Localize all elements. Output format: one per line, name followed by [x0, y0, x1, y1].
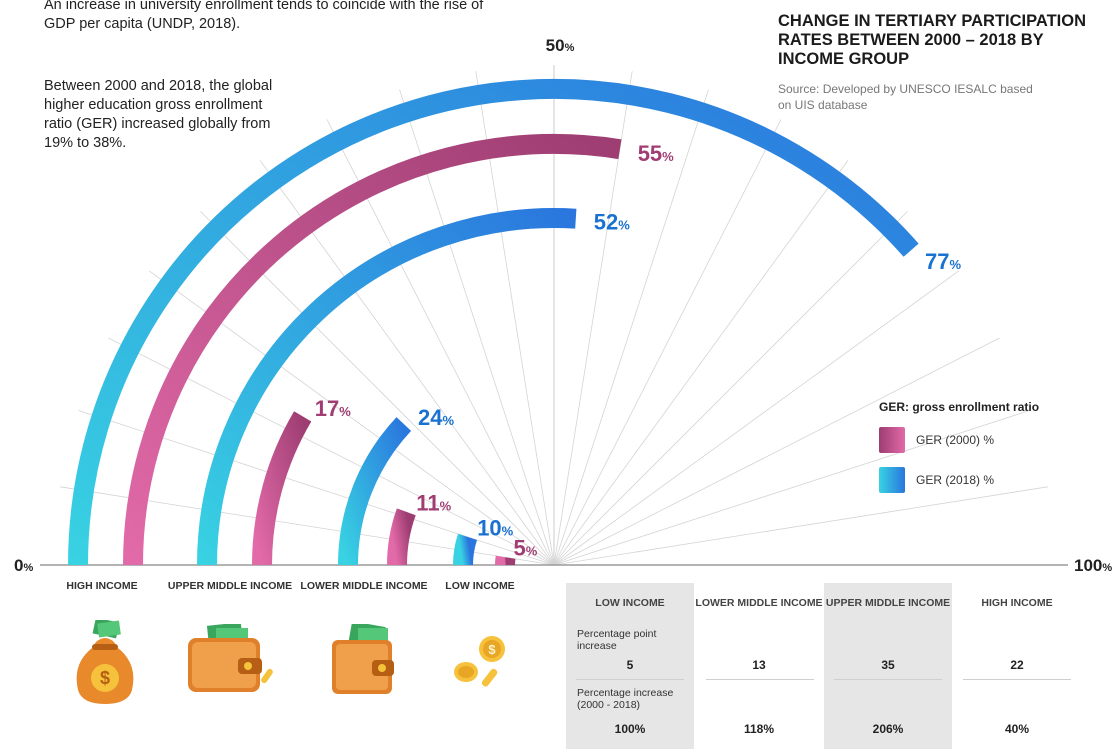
- grid-spoke: [553, 337, 1000, 566]
- value-label-2000-2: 11%: [416, 491, 451, 516]
- value-label-2000-0: 55%: [638, 141, 674, 166]
- chart-source: Source: Developed by UNESCO IESALC based…: [778, 82, 1033, 112]
- table-cell: 118%: [743, 722, 775, 736]
- table-cell: 40%: [1004, 722, 1030, 736]
- table-divider: [576, 679, 684, 680]
- coins-icon: $: [454, 636, 505, 687]
- legend-swatch-2018: [879, 467, 905, 493]
- wallet-icon: [188, 624, 273, 692]
- money-bag-icon: $: [76, 620, 134, 704]
- table-cell: 100%: [614, 722, 646, 736]
- arc-2018-1: [197, 208, 577, 566]
- table-cell: 22: [1010, 658, 1024, 672]
- svg-text:$: $: [488, 642, 496, 657]
- table-divider: [706, 679, 814, 680]
- value-label-2000-1: 17%: [315, 396, 351, 421]
- value-label-2018-0: 77%: [925, 249, 961, 274]
- legend-swatch-2000: [879, 427, 905, 453]
- value-label-2018-3: 10%: [477, 516, 513, 541]
- table-divider: [834, 679, 942, 680]
- table-column-bg-low-income: [566, 583, 694, 749]
- arc-2018-0: [68, 78, 919, 566]
- table-divider: [963, 679, 1071, 680]
- arc-2000-2: [387, 508, 416, 566]
- arc-2000-3: [494, 555, 516, 566]
- table-header-low-income: Low income: [595, 597, 665, 609]
- value-label-2018-2: 24%: [418, 405, 454, 430]
- table-cell: 35: [881, 658, 895, 672]
- value-label-2018-1: 52%: [594, 209, 630, 234]
- group-label-high-income: High income: [66, 580, 138, 592]
- grid-spoke: [553, 119, 782, 566]
- legend: GER: gross enrollment ratio GER (2000) %…: [879, 400, 1079, 506]
- legend-label-2000: GER (2000) %: [916, 433, 995, 447]
- grid-spoke: [553, 89, 709, 566]
- legend-item-2018: GER (2018) %: [879, 466, 1079, 494]
- axis-label-min: 0%: [14, 556, 33, 575]
- table-cell: 5: [626, 658, 634, 672]
- intro-text-ger: Between 2000 and 2018, the global higher…: [44, 78, 273, 151]
- table-row-label-point-increase: Percentage point increase: [577, 628, 657, 652]
- grid-spoke: [553, 160, 849, 566]
- table-column-bg-upper-middle-income: [824, 583, 952, 749]
- grid-spoke: [553, 211, 908, 566]
- group-label-upper-middle-income: Upper middle income: [167, 580, 293, 592]
- arc-2000-0: [123, 134, 622, 566]
- legend-title: GER: gross enrollment ratio: [879, 400, 1040, 414]
- wallet-icon: [332, 624, 394, 694]
- intro-text-gdp: An increase in university enrollment ten…: [44, 0, 484, 32]
- chart-title: Change in tertiary participation rates b…: [778, 12, 1087, 68]
- value-label-2000-3: 5%: [514, 536, 538, 561]
- arc-2000-1: [252, 411, 312, 566]
- grid-spoke: [553, 486, 1048, 566]
- legend-item-2000: GER (2000) %: [879, 426, 1079, 454]
- table-header-high-income: High income: [981, 597, 1053, 609]
- increase-table: Low income Lower middle income Upper mid…: [566, 583, 1082, 749]
- table-header-lower-middle-income: Lower middle income: [695, 597, 823, 609]
- axis-label-max: 100%: [1074, 556, 1112, 575]
- grid-spoke: [553, 410, 1030, 566]
- group-label-low-income: Low income: [445, 580, 515, 592]
- table-row-label-percentage-increase: Percentage increase (2000 - 2018): [577, 687, 674, 711]
- axis-label-mid: 50%: [546, 36, 575, 55]
- arc-2018-2: [338, 417, 412, 566]
- group-label-lower-middle-income: Lower middle income: [300, 580, 428, 592]
- table-cell: 206%: [872, 722, 904, 736]
- svg-text:$: $: [100, 668, 110, 688]
- legend-label-2018: GER (2018) %: [916, 473, 995, 487]
- table-header-upper-middle-income: Upper middle income: [825, 597, 951, 609]
- arc-2018-3: [453, 533, 478, 566]
- table-cell: 13: [752, 658, 766, 672]
- grid-spoke: [553, 270, 959, 566]
